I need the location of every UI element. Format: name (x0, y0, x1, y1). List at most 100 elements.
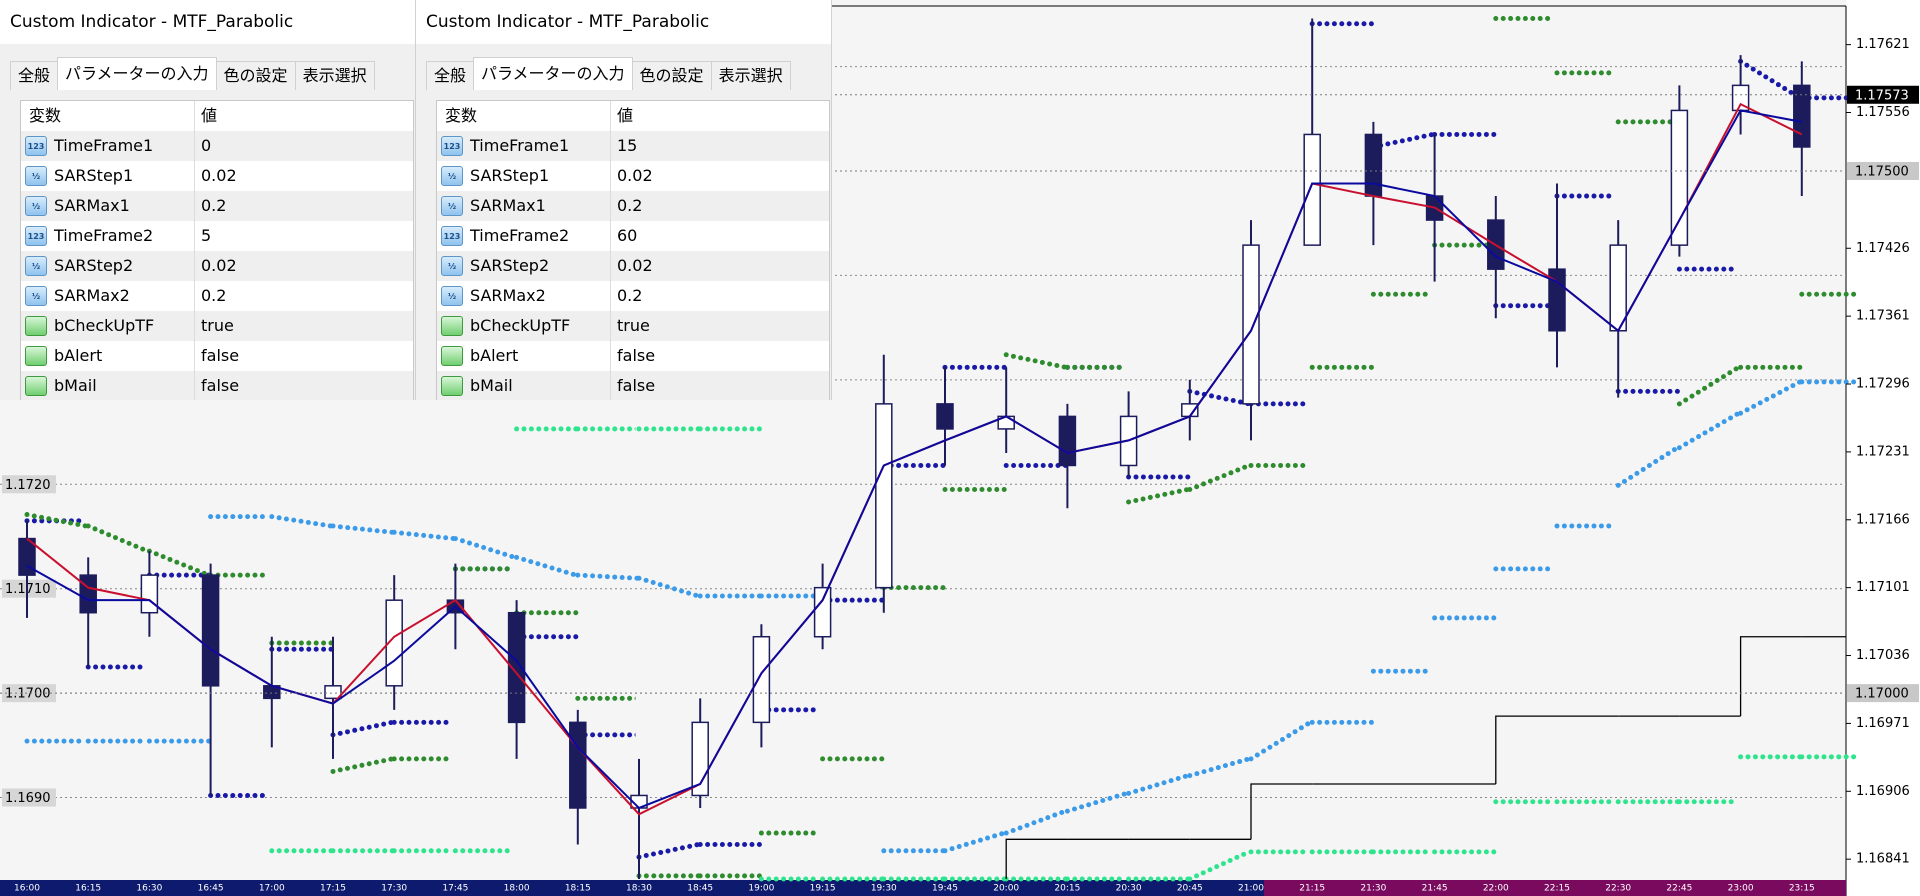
candle-body (1670, 109, 1689, 246)
parameter-row[interactable]: bAlert false (21, 341, 413, 371)
parameter-name: SARMax1 (54, 196, 130, 215)
parameter-value: 5 (201, 226, 212, 245)
parameter-row[interactable]: bMail false (21, 371, 413, 400)
parameter-row[interactable]: ½ SARStep1 0.02 (21, 161, 413, 191)
parameter-name-cell: 123 TimeFrame2 (437, 221, 611, 251)
price-marker-box (1847, 85, 1919, 104)
parameter-row[interactable]: ½ SARStep2 0.02 (437, 251, 829, 281)
parameter-value: 0.02 (617, 256, 653, 275)
header-cell: 変数 (437, 101, 611, 131)
x-tick-label: 22:30 (1605, 884, 1631, 894)
table-header: 変数値 (21, 101, 413, 131)
x-tick-label: 20:15 (1054, 884, 1080, 894)
tab[interactable]: パラメーターの入力 (473, 57, 633, 90)
sar-dots (1248, 719, 1313, 762)
parameter-row[interactable]: ½ SARStep1 0.02 (437, 161, 829, 191)
parameter-row[interactable]: bAlert false (437, 341, 829, 371)
x-tick-label: 20:00 (993, 884, 1019, 894)
parameter-name-cell: 123 TimeFrame2 (21, 221, 195, 251)
step-line (1739, 636, 1802, 717)
x-tick-label: 19:45 (932, 884, 958, 894)
parameter-name: bAlert (54, 346, 103, 365)
parameter-name-cell: 123 TimeFrame1 (21, 131, 195, 161)
parameter-name-cell: ½ SARMax1 (437, 191, 611, 221)
type-icon: ½ (441, 286, 463, 306)
x-tick-label: 16:15 (75, 884, 101, 894)
parameter-name-cell: bCheckUpTF (437, 311, 611, 341)
tab[interactable]: 全般 (10, 61, 59, 90)
x-tick-label: 21:30 (1360, 884, 1386, 894)
parameter-value: 0.02 (201, 166, 237, 185)
tab[interactable]: 全般 (426, 61, 475, 90)
type-icon: 123 (441, 226, 463, 246)
parameter-row[interactable]: 123 TimeFrame1 0 (21, 131, 413, 161)
tab-strip: 全般 パラメーターの入力 色の設定 表示選択 (10, 57, 375, 90)
parameter-name-cell: bCheckUpTF (21, 311, 195, 341)
tab[interactable]: パラメーターの入力 (57, 57, 217, 90)
parameter-row[interactable]: ½ SARMax2 0.2 (437, 281, 829, 311)
parameter-name: bAlert (470, 346, 519, 365)
y-tick-label: 1.17361 (1856, 309, 1910, 324)
parameter-row[interactable]: 123 TimeFrame2 5 (21, 221, 413, 251)
candle-body (140, 574, 159, 614)
parameter-row[interactable]: ½ SARMax2 0.2 (21, 281, 413, 311)
x-tick-label: 19:30 (871, 884, 897, 894)
x-tick-label: 23:00 (1728, 884, 1754, 894)
y-tick-label: 1.17166 (1856, 512, 1910, 527)
parameter-name: TimeFrame2 (54, 226, 154, 245)
x-tick-label: 23:15 (1789, 884, 1815, 894)
y-tick-label: 1.17296 (1856, 377, 1910, 392)
tab[interactable]: 表示選択 (710, 61, 791, 90)
header-cell: 値 (617, 106, 634, 125)
left-tick-box (2, 788, 56, 807)
parameter-name: TimeFrame1 (54, 136, 154, 155)
sar-dots (391, 529, 456, 542)
type-icon: ½ (25, 256, 47, 276)
parameter-value: 0.2 (201, 196, 227, 215)
parameter-row[interactable]: ½ SARMax1 0.2 (437, 191, 829, 221)
left-tick-box (2, 475, 56, 494)
y-tick-label: 1.17426 (1856, 241, 1910, 256)
parameter-row[interactable]: 123 TimeFrame2 60 (437, 221, 829, 251)
parameter-value: false (201, 376, 240, 395)
type-icon (25, 376, 47, 396)
type-icon (441, 316, 463, 336)
parameter-row[interactable]: bCheckUpTF true (21, 311, 413, 341)
x-tick-label: 19:00 (748, 884, 774, 894)
candle-body (1303, 133, 1321, 246)
parameter-row[interactable]: bCheckUpTF true (437, 311, 829, 341)
left-tick-label: 1.1700 (5, 687, 51, 702)
parameter-row[interactable]: bMail false (437, 371, 829, 400)
candle-body (507, 611, 526, 724)
x-tick-label: 17:15 (320, 884, 346, 894)
parameter-value: 60 (617, 226, 638, 245)
type-icon: ½ (441, 166, 463, 186)
parameter-name: SARStep1 (470, 166, 550, 185)
parameter-row[interactable]: ½ SARMax1 0.2 (21, 191, 413, 221)
price-marker-label: 1.17573 (1855, 88, 1909, 103)
candle-body (1364, 133, 1383, 197)
parameter-row[interactable]: 123 TimeFrame1 15 (437, 131, 829, 161)
y-tick-label: 1.17231 (1856, 444, 1910, 459)
type-icon: ½ (25, 196, 47, 216)
parameter-name-cell: bAlert (437, 341, 611, 371)
tab[interactable]: 色の設定 (215, 61, 296, 90)
candle-body (1609, 244, 1627, 332)
parameter-table: 変数値 123 TimeFrame1 0 ½ SARStep1 0.02 ½ SARMax1 0.… (20, 100, 414, 400)
parameter-value: 0.2 (617, 286, 643, 305)
x-tick-label: 18:45 (687, 884, 713, 894)
candle-body (936, 403, 954, 430)
time-axis-session (1264, 880, 1846, 896)
parameter-value: 0.2 (201, 286, 227, 305)
parameter-value: false (617, 376, 656, 395)
parameter-row[interactable]: ½ SARStep2 0.02 (21, 251, 413, 281)
type-icon (25, 316, 47, 336)
tab[interactable]: 表示選択 (294, 61, 375, 90)
sar-dots (1615, 445, 1680, 488)
tab[interactable]: 色の設定 (631, 61, 712, 90)
parameter-name: bMail (54, 376, 97, 395)
candle-body (569, 721, 587, 809)
y-tick-label: 1.17101 (1856, 580, 1910, 595)
parameter-name: SARMax2 (54, 286, 130, 305)
